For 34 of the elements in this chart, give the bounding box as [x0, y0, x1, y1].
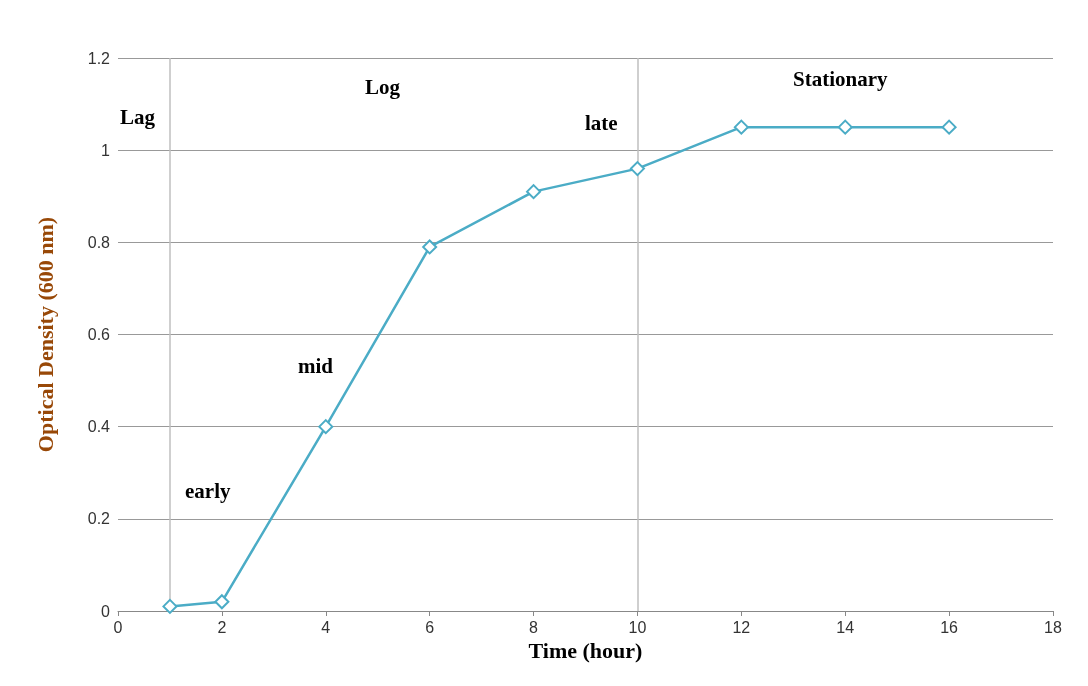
point: [629, 161, 645, 177]
annotation: early: [185, 478, 231, 503]
point: [422, 239, 438, 255]
point: [526, 184, 542, 200]
x-tick-label: 14: [836, 618, 855, 636]
annotation: late: [585, 110, 618, 135]
annotation: mid: [298, 353, 334, 378]
x-tick-label: 0: [113, 618, 123, 636]
x-tick-label: 18: [1044, 618, 1062, 636]
point: [318, 419, 334, 435]
x-axis-title: Time (hour): [528, 638, 643, 664]
point: [941, 119, 957, 135]
y-tick-label: 0: [101, 602, 111, 620]
point: [214, 594, 230, 610]
x-tick-label: 10: [628, 618, 647, 636]
annotation: Log: [365, 74, 401, 99]
x-tick-label: 8: [529, 618, 539, 636]
point: [837, 119, 853, 135]
point: [162, 598, 178, 614]
y-tick-label: 0.8: [87, 233, 111, 251]
y-tick-label: 1: [101, 141, 111, 159]
x-tick-label: 12: [732, 618, 751, 636]
y-tick-label: 0.2: [87, 510, 111, 528]
y-axis-title: Optical Density (600 nm): [32, 216, 58, 453]
x-tick-label: 6: [425, 618, 435, 636]
annotation: Stationary: [793, 66, 888, 91]
x-tick-label: 16: [940, 618, 959, 636]
x-tick-label: 4: [321, 618, 331, 636]
y-tick-label: 0.6: [87, 326, 111, 343]
x-tick-label: 2: [217, 618, 227, 636]
point: [733, 119, 749, 135]
y-tick-label: 0.4: [87, 418, 111, 436]
y-tick-label: 1.2: [87, 49, 111, 67]
annotation: Lag: [120, 104, 156, 129]
